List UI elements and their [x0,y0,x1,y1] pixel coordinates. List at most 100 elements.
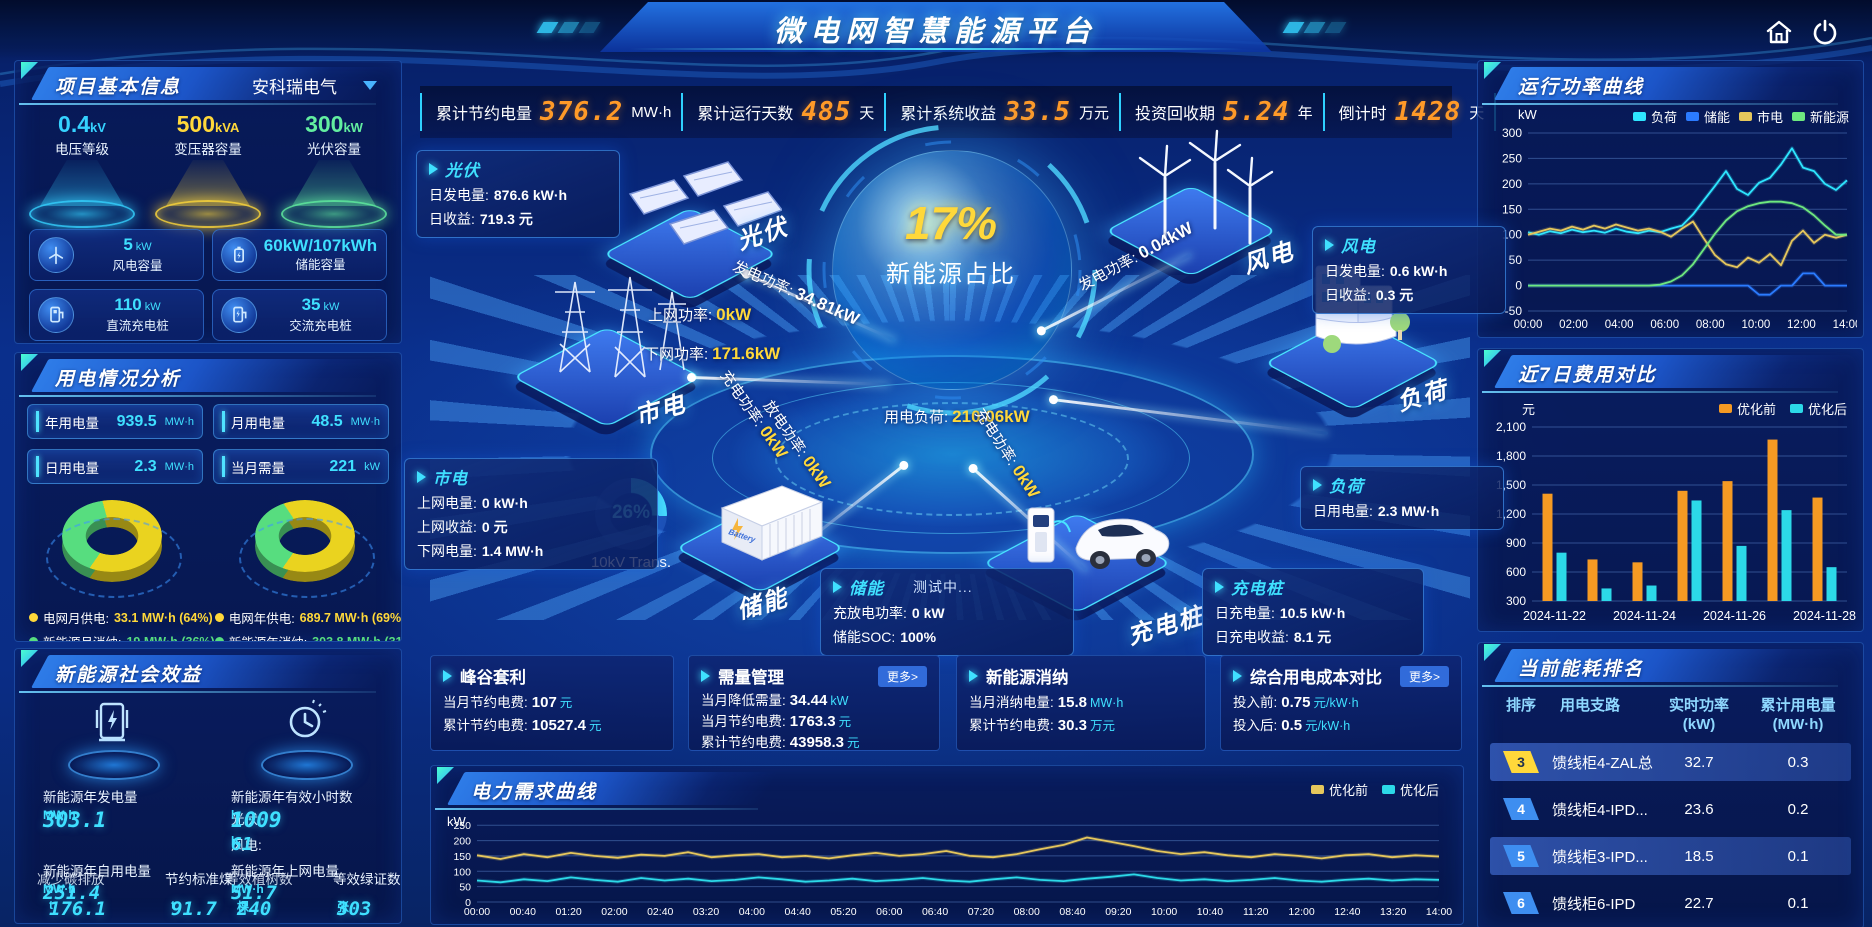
panel-power-curve: 运行功率曲线 kW 负荷 储能 市电 新能源 300 250 200 150 100 50 0 -5… [1477,60,1864,338]
kpi-value: 5.24 [1222,97,1290,127]
panel-title: 近7日费用对比 [1518,365,1657,386]
svg-text:2024-11-22: 2024-11-22 [1523,609,1586,623]
legend-item[interactable]: 优化后 [1789,399,1847,418]
kpi-stat: 倒计时1428天 [1322,93,1497,131]
card-value: 60kW/107kWh [263,235,378,255]
mini-panel-title: 峰谷套利 [460,669,526,687]
line-label: 日发电量: [429,187,489,203]
more-button[interactable]: 更多> [1399,665,1449,687]
corner-icon [21,650,38,667]
pill-label: 年用电量 [45,415,99,431]
legend-item[interactable]: 负荷 [1632,107,1677,126]
pill-label: 日用电量 [45,460,99,476]
benefit-label: 新能源年自用电量 [43,864,151,879]
pill-unit: MW·h [164,460,194,473]
column-header: 实时功率 (kW) [1668,697,1729,733]
svg-text:08:00: 08:00 [1014,906,1040,918]
cone-unit: kW [343,120,363,135]
battery-container-illustration: Battery [720,485,824,561]
pill-value: 221 [329,457,357,475]
pill-value: 48.5 [311,412,343,430]
power-button[interactable] [1808,15,1842,49]
donut-legend-item: 新能源年消纳: 303.8 MW·h (31%) [214,632,401,641]
flow-label: 上网功率: 0kW [648,304,751,325]
info-box-line: 充放电功率: 0 kW [833,603,1061,623]
line-value: 10.5 kW·h [1279,605,1346,621]
line-label: 当月节约电费: [443,695,528,710]
svg-text:150: 150 [453,851,471,863]
legend-swatch-icon [1738,112,1752,121]
home-button[interactable] [1762,15,1796,49]
realtime-power: 32.7 [1684,753,1714,771]
legend-item[interactable]: 新能源 [1791,107,1849,126]
legend-label: 优化前 [1736,402,1776,417]
cone-label: 光伏容量 [307,142,361,157]
table-row[interactable]: 3 馈线柜4-ZAL总 32.7 0.3 [1490,743,1851,781]
mini-panel-2: 需量管理 更多> 当月降低需量: 34.44 kW 当月节约电费: 1763.3 元累计节约电… [688,655,940,751]
benefit-value: 240 [237,898,272,920]
kpi-value: 376.2 [540,97,624,127]
wind-hours-label: 风电: [231,838,262,853]
svg-text:03:20: 03:20 [693,906,719,918]
rank-badge: 5 [1503,845,1539,867]
mini-panel-title: 需量管理 [718,669,784,687]
svg-text:0: 0 [465,897,471,909]
supply-donut-charts [15,492,401,604]
kpi-unit: 天 [859,104,875,122]
benefit-unit: 棵 [237,900,250,914]
line-value: 0.6 kW·h [1389,263,1448,279]
corner-icon [21,354,38,371]
legend-item[interactable]: 市电 [1738,107,1783,126]
flow-value: 210.06kW [952,407,1030,426]
svg-text:02:00: 02:00 [1559,319,1588,331]
info-box-line: 上网电量: 0 kW·h [417,493,645,513]
energy-rank-table: 排序 用电支路 实时功率 (kW) 累计用电量 (MW·h) 3 馈线柜4-ZAL总 32.7… [1490,696,1851,922]
line-value: 8.1 元 [1293,629,1332,645]
line-value: 1763.3 [789,713,836,730]
table-row[interactable]: 6 馈线柜6-IPD 22.7 0.1 [1490,884,1851,922]
info-box-pv: 光伏 日发电量: 876.6 kW·h 日收益: 719.3 元 [416,150,620,238]
line-label: 投入后: [1233,718,1278,733]
rank-badge: 4 [1503,798,1539,820]
legend-item[interactable]: 优化前 [1310,780,1368,799]
panel-header: 用电情况分析 [19,354,401,397]
pv-hours-unit: h [231,808,239,822]
svg-text:05:20: 05:20 [830,906,856,918]
benefit-label: 新能源年发电量 [43,790,138,805]
line-label: 当月消纳电量: [969,695,1054,710]
line-label: 下网电量: [417,543,477,559]
mini-panel-title: 新能源消纳 [986,669,1069,687]
panel-header: 新能源社会效益 [19,650,401,693]
usage-stat-pill: 年用电量 939.5 MW·h [27,404,203,439]
capacity-card: 35 kW 交流充电桩 [212,289,387,341]
company-dropdown[interactable]: 安科瑞电气 [252,73,377,98]
table-row[interactable]: 4 馈线柜4-IPD... 23.6 0.2 [1490,790,1851,828]
svg-text:2,100: 2,100 [1496,420,1526,434]
svg-text:0: 0 [1515,279,1522,293]
panel-title: 运行功率曲线 [1518,77,1645,98]
svg-text:300: 300 [1502,126,1522,140]
panel-header: 当前能耗排名 [1482,644,1863,687]
info-box-title-row: 充电桩 [1215,575,1411,599]
info-box-line: 日收益: 0.3 元 [1325,285,1493,305]
corner-icon [1484,350,1501,367]
table-row[interactable]: 5 馈线柜3-IPD... 18.5 0.1 [1490,837,1851,875]
line-unit: 元 [589,719,602,733]
ev-charger-illustration [1027,507,1170,569]
cone-unit: kVA [215,120,240,135]
panel-title: 新能源社会效益 [55,665,203,686]
legend-swatch-icon [1789,404,1803,413]
more-button[interactable]: 更多> [877,665,927,687]
legend-swatch-icon [1718,404,1732,413]
svg-text:14:00: 14:00 [1426,906,1452,918]
legend-item[interactable]: 储能 [1685,107,1730,126]
line-value: 15.8 [1057,694,1087,711]
svg-text:10:40: 10:40 [1197,906,1223,918]
legend-item[interactable]: 优化前 [1718,399,1776,418]
legend-swatch-icon [1310,785,1324,794]
benefit-value: 91.7 [171,898,217,920]
svg-text:00:00: 00:00 [1514,319,1543,331]
wind-turbine-illustration [1138,129,1274,245]
legend-item[interactable]: 优化后 [1381,780,1439,799]
